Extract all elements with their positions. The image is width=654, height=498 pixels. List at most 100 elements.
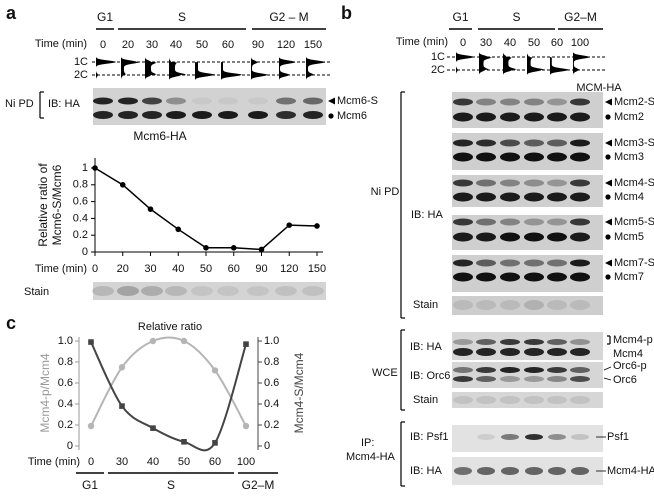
y2-tick-label: 0 bbox=[264, 440, 270, 452]
band bbox=[547, 300, 567, 310]
facs-histogram bbox=[145, 52, 157, 86]
band bbox=[476, 259, 496, 267]
band bbox=[500, 232, 520, 242]
band bbox=[93, 111, 113, 119]
band bbox=[547, 98, 567, 106]
label: 150 bbox=[304, 39, 322, 51]
y-axis-label: Mcm6-S/Mcm6 bbox=[50, 164, 64, 245]
x-tick-label: 40 bbox=[172, 263, 184, 275]
facs-histogram bbox=[169, 52, 187, 86]
facs-histogram bbox=[195, 52, 216, 86]
label: 40 bbox=[504, 37, 516, 49]
point bbox=[211, 367, 219, 374]
label: Mcm4 bbox=[613, 348, 643, 360]
band bbox=[501, 467, 519, 475]
y-tick-label: 0.8 bbox=[58, 356, 73, 368]
band bbox=[217, 286, 239, 296]
facs-histogram bbox=[96, 52, 116, 86]
band bbox=[547, 367, 567, 373]
y2-tick-label: 0.4 bbox=[264, 398, 279, 410]
band bbox=[453, 218, 473, 226]
band bbox=[524, 152, 544, 162]
label: Mcm3-S bbox=[614, 137, 654, 149]
y2-axis-label: Mcm4-S/Mcm4 bbox=[292, 352, 306, 433]
facs-histogram bbox=[573, 50, 590, 78]
label: WCE bbox=[372, 367, 398, 379]
band bbox=[192, 111, 212, 119]
facs-histogram bbox=[527, 50, 545, 78]
band bbox=[570, 192, 590, 202]
label: Mcm4-p bbox=[613, 334, 653, 346]
band bbox=[500, 192, 520, 202]
band bbox=[453, 179, 473, 187]
band bbox=[275, 286, 297, 296]
band-arrow bbox=[605, 218, 612, 226]
label: 50 bbox=[528, 37, 540, 49]
band bbox=[500, 112, 520, 122]
label: 40 bbox=[170, 39, 182, 51]
label: G1 bbox=[97, 10, 113, 24]
fit-curve bbox=[90, 336, 247, 427]
label: IB: HA bbox=[410, 341, 442, 353]
band bbox=[142, 111, 162, 119]
band bbox=[192, 97, 212, 105]
point bbox=[180, 337, 188, 345]
label: Mcm5 bbox=[614, 231, 644, 243]
label: 0 bbox=[100, 39, 106, 51]
label: Mcm5-S bbox=[614, 216, 654, 228]
label: Orc6-p bbox=[613, 360, 647, 372]
y-tick-label: 0 bbox=[67, 440, 73, 452]
band bbox=[500, 396, 520, 404]
band bbox=[453, 259, 473, 267]
band-dot bbox=[605, 114, 611, 120]
band bbox=[570, 98, 590, 106]
band bbox=[570, 232, 590, 242]
point bbox=[118, 364, 126, 371]
band-arrow bbox=[605, 98, 612, 106]
label: Relative ratio bbox=[138, 321, 202, 333]
band bbox=[303, 111, 323, 119]
band bbox=[453, 396, 473, 404]
x-tick-label: 0 bbox=[88, 456, 94, 468]
y-axis-label: Relative ratio of bbox=[36, 163, 50, 247]
band bbox=[476, 152, 496, 162]
label: IB: HA bbox=[48, 98, 80, 110]
y-tick-label: 1 bbox=[82, 162, 88, 174]
facs-histogram bbox=[221, 52, 242, 86]
y-tick-label: 0.4 bbox=[58, 398, 73, 410]
x-tick-label: 60 bbox=[209, 456, 221, 468]
band bbox=[476, 139, 496, 147]
facs-histogram bbox=[279, 52, 296, 86]
fit-curve bbox=[90, 341, 247, 452]
band bbox=[570, 218, 590, 226]
band bbox=[453, 376, 473, 382]
band bbox=[454, 467, 472, 475]
label: Psf1 bbox=[607, 431, 629, 443]
band bbox=[547, 272, 567, 282]
y-tick-label: 0.6 bbox=[58, 377, 73, 389]
band bbox=[524, 218, 544, 226]
x-tick-label: 50 bbox=[178, 456, 190, 468]
label: Mcm7 bbox=[614, 271, 644, 283]
band bbox=[570, 112, 590, 122]
band bbox=[547, 139, 567, 147]
label: G1 bbox=[452, 10, 468, 24]
band bbox=[500, 259, 520, 267]
band bbox=[453, 152, 473, 162]
band bbox=[500, 376, 520, 382]
facs-histogram bbox=[121, 52, 140, 86]
label: IB: Psf1 bbox=[410, 431, 449, 443]
band bbox=[248, 111, 268, 119]
label: 60 bbox=[551, 37, 563, 49]
label: 60 bbox=[222, 39, 234, 51]
band bbox=[524, 232, 544, 242]
band bbox=[547, 396, 567, 404]
label: 2C bbox=[74, 69, 88, 81]
label: IB: Orc6 bbox=[410, 370, 450, 382]
band bbox=[524, 139, 544, 147]
band bbox=[166, 97, 186, 105]
band bbox=[547, 259, 567, 267]
band bbox=[571, 467, 589, 475]
x-tick-label: 30 bbox=[116, 456, 128, 468]
band bbox=[453, 112, 473, 122]
